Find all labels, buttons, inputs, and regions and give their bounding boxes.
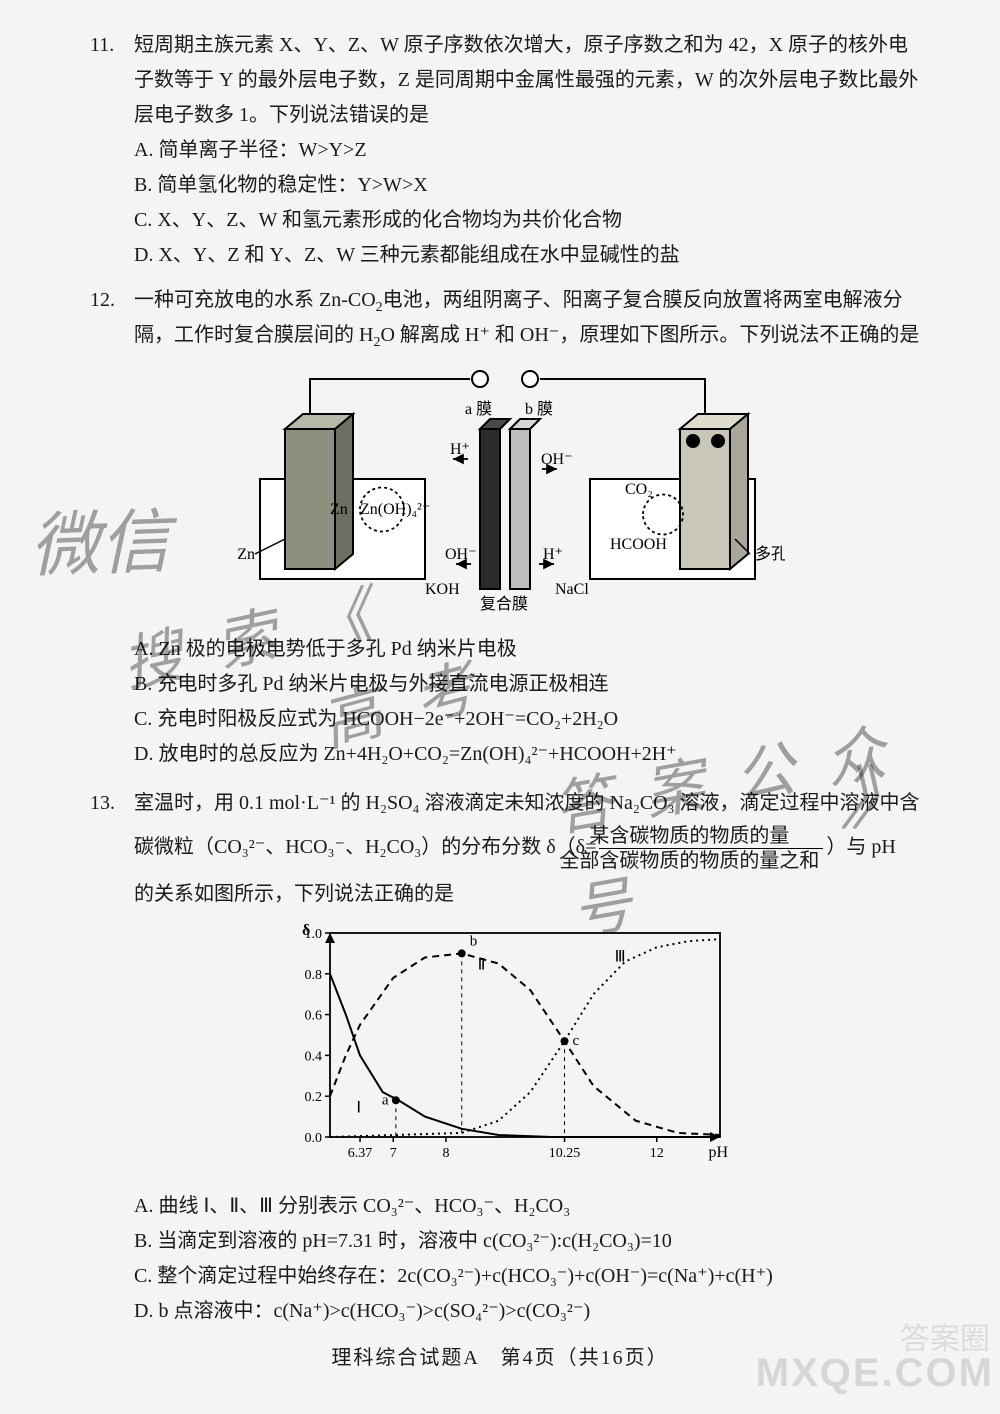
q13-opt-c: C. 整个滴定过程中始终存在：2c(CO₃²⁻)+c(HCO₃⁻)+c(OH⁻)…: [134, 1259, 920, 1294]
q11-number: 11.: [90, 28, 134, 63]
svg-text:b: b: [470, 933, 478, 949]
q11-opt-b: B. 简单氢化物的稳定性：Y>W>X: [134, 168, 920, 203]
svg-text:10.25: 10.25: [549, 1146, 581, 1161]
question-12: 12.一种可充放电的水系 Zn-CO2电池，两组阴离子、阳离子复合膜反向放置将两…: [90, 283, 920, 772]
q11-opt-a: A. 简单离子半径：W>Y>Z: [134, 133, 920, 168]
svg-text:6.37: 6.37: [348, 1146, 373, 1161]
distribution-chart-svg: 0.00.20.40.60.81.06.377810.2512δpHabcⅠⅡⅢ: [270, 921, 740, 1171]
svg-text:c: c: [573, 1033, 580, 1049]
q12-diagram: a 膜 b 膜 H⁺ OH⁻ OH⁻ H⁺ Zn Zn(OH)₄²⁻ CO₂ H…: [90, 359, 920, 626]
lbl-oh-bot: OH⁻: [445, 546, 477, 563]
q12-opt-d: D. 放电时的总反应为 Zn+4H₂O+CO₂=Zn(OH)₄²⁻+HCOOH+…: [134, 737, 920, 772]
svg-text:0.0: 0.0: [305, 1131, 323, 1146]
lbl-zn: Zn: [330, 501, 348, 518]
q12-opt-a: A. Zn 极的电极电势低于多孔 Pd 纳米片电极: [134, 632, 920, 667]
q12-stem-a: 一种可充放电的水系 Zn-CO: [134, 289, 376, 311]
lbl-co2: CO₂: [625, 481, 653, 498]
svg-text:δ: δ: [302, 922, 310, 939]
q13-opt-a: A. 曲线 Ⅰ、Ⅱ、Ⅲ 分别表示 CO₃²⁻、HCO₃⁻、H₂CO₃: [134, 1189, 920, 1224]
svg-text:pH: pH: [708, 1144, 728, 1161]
svg-text:Ⅱ: Ⅱ: [478, 957, 486, 974]
q13-chart: 0.00.20.40.60.81.06.377810.2512δpHabcⅠⅡⅢ: [90, 921, 920, 1183]
q12-opt-c: C. 充电时阳极反应式为 HCOOH−2e⁻+2OH⁻=CO₂+2H₂O: [134, 702, 920, 737]
q13-stem: 13.室温时，用 0.1 mol·L⁻¹ 的 H₂SO₄ 溶液滴定未知浓度的 N…: [90, 782, 920, 915]
svg-text:Ⅰ: Ⅰ: [356, 1100, 361, 1117]
svg-text:0.2: 0.2: [305, 1090, 323, 1105]
question-13: 13.室温时，用 0.1 mol·L⁻¹ 的 H₂SO₄ 溶液滴定未知浓度的 N…: [90, 782, 920, 1329]
q11-stem-text: 短周期主族元素 X、Y、Z、W 原子序数依次增大，原子序数之和为 42，X 原子…: [134, 34, 918, 126]
svg-text:0.6: 0.6: [305, 1009, 323, 1024]
q13-opt-b: B. 当滴定到溶液的 pH=7.31 时，溶液中 c(CO₃²⁻):c(H₂CO…: [134, 1224, 920, 1259]
lbl-hcooh: HCOOH: [610, 536, 667, 553]
q11-stem: 11.短周期主族元素 X、Y、Z、W 原子序数依次增大，原子序数之和为 42，X…: [90, 28, 920, 133]
q13-number: 13.: [90, 782, 134, 824]
svg-text:a: a: [382, 1092, 389, 1108]
battery-diagram-svg: a 膜 b 膜 H⁺ OH⁻ OH⁻ H⁺ Zn Zn(OH)₄²⁻ CO₂ H…: [225, 359, 785, 614]
svg-text:0.4: 0.4: [305, 1049, 323, 1064]
q11-opt-d: D. X、Y、Z 和 Y、Z、W 三种元素都能组成在水中显碱性的盐: [134, 238, 920, 273]
question-11: 11.短周期主族元素 X、Y、Z、W 原子序数依次增大，原子序数之和为 42，X…: [90, 28, 920, 273]
lbl-koh: KOH: [425, 581, 460, 598]
q11-opt-c: C. X、Y、Z、W 和氢元素形成的化合物均为共价化合物: [134, 203, 920, 238]
lbl-membrane: 复合膜: [480, 595, 528, 613]
svg-text:7: 7: [390, 1146, 397, 1161]
q13-frac-num: 某含碳物质的物质的量: [599, 824, 823, 849]
lbl-a-membrane: a 膜: [465, 400, 492, 418]
lbl-h-bot: H⁺: [543, 546, 563, 563]
q13-options: A. 曲线 Ⅰ、Ⅱ、Ⅲ 分别表示 CO₃²⁻、HCO₃⁻、H₂CO₃ B. 当滴…: [90, 1189, 920, 1329]
q13-opt-d: D. b 点溶液中：c(Na⁺)>c(HCO₃⁻)>c(SO₄²⁻)>c(CO₃…: [134, 1294, 920, 1329]
watermark-br: MXQE.COM: [756, 1338, 994, 1408]
svg-text:Ⅲ: Ⅲ: [615, 949, 626, 966]
lbl-zn-left: Zn: [237, 546, 255, 563]
q12-options: A. Zn 极的电极电势低于多孔 Pd 纳米片电极 B. 充电时多孔 Pd 纳米…: [90, 632, 920, 772]
q13-fraction: 某含碳物质的物质的量全部含碳物质的物质的量之和: [599, 824, 823, 873]
lbl-znoh: Zn(OH)₄²⁻: [360, 501, 430, 518]
q12-stem-c: O 解离成 H⁺ 和 OH⁻，原理如下图所示。下列说法不正确的是: [380, 324, 919, 346]
lbl-nacl: NaCl: [555, 581, 589, 598]
q13-frac-den: 全部含碳物质的物质的量之和: [599, 849, 823, 873]
lbl-h-left: H⁺: [450, 441, 470, 458]
svg-text:0.8: 0.8: [305, 968, 323, 983]
lbl-oh-right: OH⁻: [541, 451, 573, 468]
q12-opt-b: B. 充电时多孔 Pd 纳米片电极与外接直流电源正极相连: [134, 667, 920, 702]
q11-options: A. 简单离子半径：W>Y>Z B. 简单氢化物的稳定性：Y>W>X C. X、…: [90, 133, 920, 273]
q12-stem: 12.一种可充放电的水系 Zn-CO2电池，两组阴离子、阳离子复合膜反向放置将两…: [90, 283, 920, 353]
q12-number: 12.: [90, 283, 134, 318]
lbl-b-membrane: b 膜: [525, 400, 553, 418]
svg-text:12: 12: [650, 1146, 664, 1161]
svg-text:8: 8: [442, 1146, 449, 1161]
lbl-pd: 多孔Pd纳米片: [755, 545, 785, 563]
